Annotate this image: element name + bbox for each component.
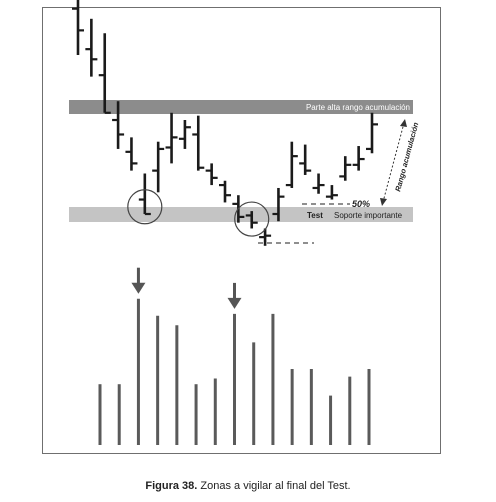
price-bar — [98, 33, 111, 114]
volume-arrows — [131, 267, 242, 309]
price-bar — [339, 156, 352, 181]
price-bar — [85, 18, 98, 77]
price-bar — [366, 112, 378, 154]
test-label: Test — [307, 211, 323, 220]
range-arrow-head-bottom — [380, 198, 387, 206]
caption-text: Zonas a vigilar al final del Test. — [197, 480, 351, 492]
support-circles — [127, 189, 270, 237]
caption-number: Figura 38. — [145, 480, 198, 492]
price-bar — [178, 120, 191, 149]
price-bar — [138, 173, 151, 216]
price-bar — [245, 211, 258, 229]
price-bar — [192, 115, 205, 171]
range-label: Rango acumulación — [393, 121, 420, 193]
price-bar — [259, 228, 272, 246]
support-circle — [234, 201, 270, 237]
volume-arrow-head — [131, 282, 146, 294]
upper-zone-label: Parte alta rango acumulación — [306, 103, 410, 112]
price-bar — [165, 112, 178, 164]
price-bar — [272, 187, 285, 222]
price-bar — [72, 0, 84, 55]
price-bar — [285, 141, 298, 188]
figure-caption: Figura 38. Zonas a vigilar al final del … — [0, 480, 496, 492]
price-bars — [72, 0, 378, 246]
price-bar — [312, 173, 325, 194]
support-zone-band — [69, 207, 413, 222]
price-bar — [325, 185, 338, 200]
range-arrow-head-top — [400, 119, 407, 127]
range-arrow-line — [382, 122, 405, 203]
price-bar — [205, 163, 218, 186]
upper-zone-band — [69, 100, 413, 114]
price-bar — [112, 101, 125, 149]
price-bar — [299, 144, 312, 175]
price-bar — [219, 180, 231, 203]
price-bar — [125, 137, 138, 171]
support-zone-label: Soporte importante — [334, 211, 403, 220]
figure-frame — [42, 7, 441, 454]
support-circle — [127, 189, 163, 225]
price-volume-chart: Parte alta rango acumulación Test Soport… — [69, 0, 420, 445]
volume-arrow-head — [227, 297, 242, 309]
volume-bars — [98, 298, 371, 445]
fifty-percent-label: 50% — [352, 199, 370, 209]
price-bar — [352, 146, 365, 171]
price-bar — [152, 141, 165, 193]
